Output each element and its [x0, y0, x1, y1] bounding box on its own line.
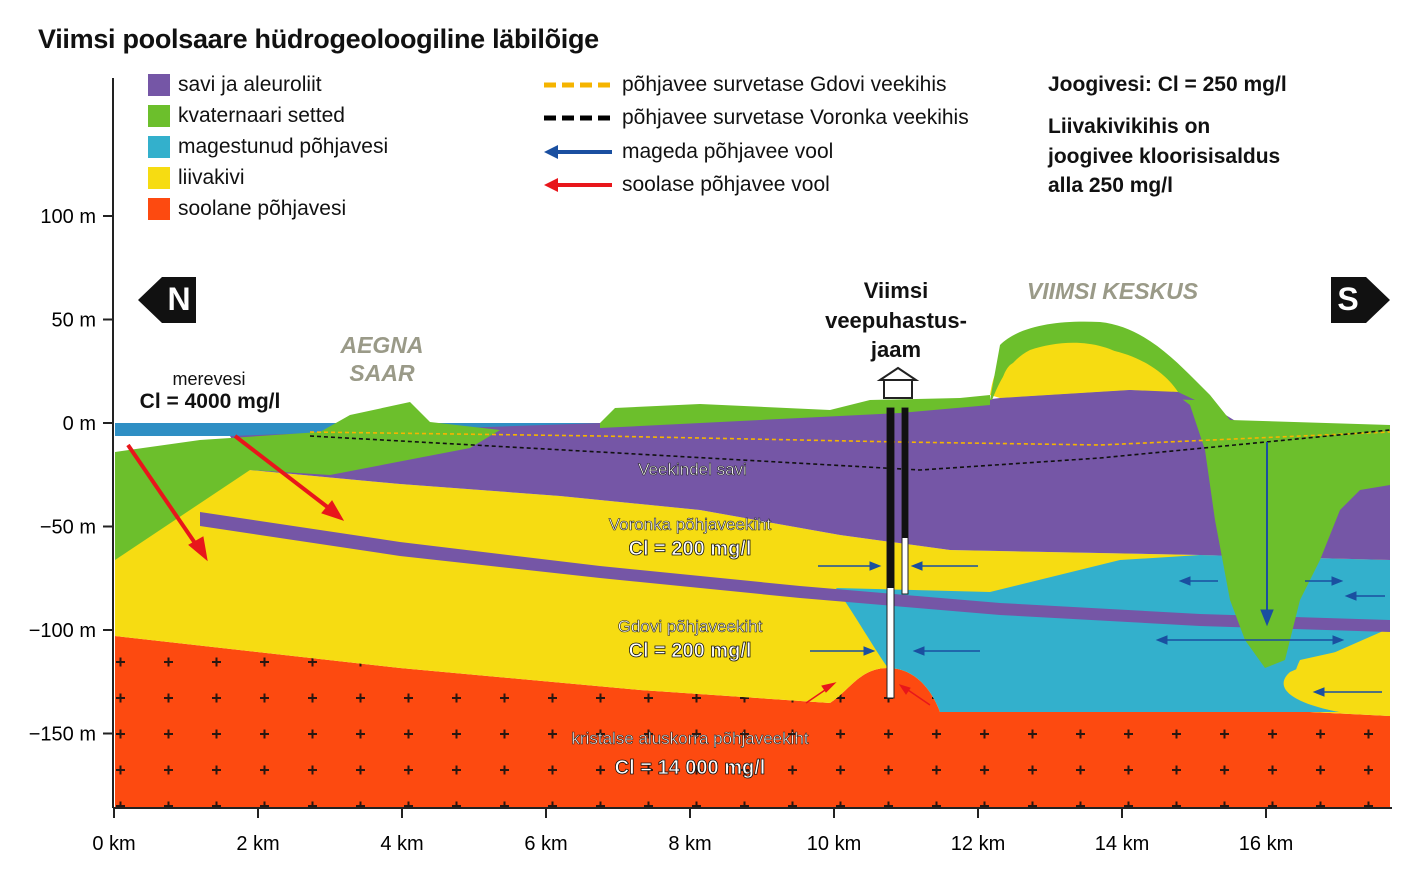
quaternary-left — [115, 402, 500, 560]
voronka-level-line — [309, 429, 1391, 471]
station-house-icon — [876, 366, 920, 399]
note-liivakivi-1: Liivakivikihis on — [1048, 115, 1211, 138]
note-joogivesi: Joogivesi: Cl = 250 mg/l — [1048, 73, 1287, 96]
legend-item-fresh: magestunud põhjavesi — [148, 135, 388, 159]
x-tick-label: 14 km — [1095, 833, 1149, 855]
x-tick-label: 4 km — [380, 833, 423, 855]
y-tick-label: −100 m — [29, 620, 96, 642]
aegna-label-2: SAAR — [349, 360, 415, 386]
note-liivakivi-2: joogivee kloorisisaldus — [1048, 145, 1281, 168]
quaternary-valley — [990, 321, 1390, 668]
sandstone-core — [1000, 348, 1178, 398]
station-label-3: jaam — [870, 337, 922, 362]
y-tick-label: −50 m — [40, 517, 96, 539]
legend-saline-flow: soolase põhjavee vool — [542, 173, 830, 197]
gdovi-cl-label: Cl = 200 mg/l — [628, 640, 752, 663]
sandstone-layer — [115, 470, 1390, 716]
legend-swatch — [148, 74, 170, 96]
legend-label: magestunud põhjavesi — [178, 135, 389, 158]
sea-layer — [115, 423, 600, 436]
station-label-1: Viimsi — [863, 278, 929, 303]
well-pipe-shallow — [901, 407, 909, 595]
legend-swatch — [148, 105, 170, 127]
legend-label: kvaternaari setted — [178, 104, 345, 127]
arrow-left-icon — [544, 178, 612, 192]
well-pipe-shallow-cased — [902, 408, 908, 538]
x-tick-label: 8 km — [668, 833, 711, 855]
merevesi-cl-label: Cl = 4000 mg/l — [139, 390, 281, 413]
legend-label: savi ja aleuroliit — [178, 73, 322, 96]
y-tick-label: 50 m — [52, 310, 96, 332]
fresh-water-layer — [836, 555, 1390, 712]
legend-fresh-flow: mageda põhjavee vool — [542, 140, 833, 164]
x-tick-label: 12 km — [951, 833, 1005, 855]
saline-flow-arrows — [126, 434, 931, 706]
legend-label: põhjavee survetase Voronka veekihis — [622, 106, 969, 129]
x-tick-label: 16 km — [1239, 833, 1293, 855]
y-tick-label: 0 m — [63, 413, 96, 435]
y-tick-label: 100 m — [40, 206, 96, 228]
south-label: S — [1337, 281, 1359, 317]
note-liivakivi-3: alla 250 mg/l — [1048, 174, 1173, 197]
y-tick-label: −150 m — [29, 724, 96, 746]
legend-label: mageda põhjavee vool — [622, 140, 834, 163]
kristalse-label: kristalse aluskorra põhjaveekiht — [571, 729, 809, 749]
sandstone-upper — [990, 338, 1182, 398]
legend-swatch — [148, 198, 170, 220]
merevesi-label: merevesi — [172, 369, 246, 389]
legend-item-saline: soolane põhjavesi — [148, 197, 346, 221]
north-label: N — [167, 281, 191, 317]
legend-item-clay: savi ja aleuroliit — [148, 73, 322, 97]
voronka-label: Voronka põhjaveekiht — [608, 515, 772, 535]
veekindel-label: Veekindel savi — [638, 460, 747, 480]
x-tick-label: 2 km — [236, 833, 279, 855]
clay-layer — [230, 390, 1390, 560]
well-pipe-deep-cased — [887, 408, 894, 588]
well-pipe-deep — [886, 407, 895, 699]
legend-label: liivakivi — [178, 166, 245, 189]
legend-swatch — [148, 136, 170, 158]
quaternary-strip — [600, 395, 990, 428]
arrow-left-icon — [544, 145, 612, 159]
clay-core — [1000, 390, 1195, 400]
x-axis-ticks: 0 km 2 km 4 km 6 km 8 km 10 km 12 km 14 km 16 km — [92, 808, 1293, 855]
fresh-flow-arrows — [810, 442, 1385, 697]
x-tick-label: 0 km — [92, 833, 135, 855]
dashed-line-icon — [544, 82, 612, 88]
legend-voronka-level: põhjavee survetase Voronka veekihis — [542, 106, 969, 130]
x-tick-label: 6 km — [524, 833, 567, 855]
dashed-line-icon — [544, 115, 612, 121]
legend-item-sandstone: liivakivi — [148, 166, 245, 190]
keskus-label: VIIMSI KESKUS — [1026, 278, 1199, 304]
station-label-2: veepuhastus- — [825, 308, 967, 333]
x-tick-label: 10 km — [807, 833, 861, 855]
legend-gdovi-level: põhjavee survetase Gdovi veekihis — [542, 73, 947, 97]
gdovi-level-line — [309, 431, 1391, 446]
page-title: Viimsi poolsaare hüdrogeoloogiline läbil… — [38, 24, 599, 54]
legend-label: põhjavee survetase Gdovi veekihis — [622, 73, 947, 96]
y-axis-ticks: 100 m 50 m 0 m −50 m −100 m −150 m — [29, 206, 113, 746]
legend-item-quaternary: kvaternaari setted — [148, 104, 345, 128]
legend-label: soolase põhjavee vool — [622, 173, 830, 196]
sandstone-patch-right — [1294, 640, 1390, 716]
legend-label: soolane põhjavesi — [178, 197, 347, 220]
legend-swatch — [148, 167, 170, 189]
voronka-cl-label: Cl = 200 mg/l — [628, 538, 752, 561]
kristalse-cl-label: Cl = 14 000 mg/l — [614, 757, 766, 780]
gdovi-label: Gdovi põhjaveekiht — [617, 617, 763, 637]
aegna-label-1: AEGNA — [340, 332, 424, 358]
